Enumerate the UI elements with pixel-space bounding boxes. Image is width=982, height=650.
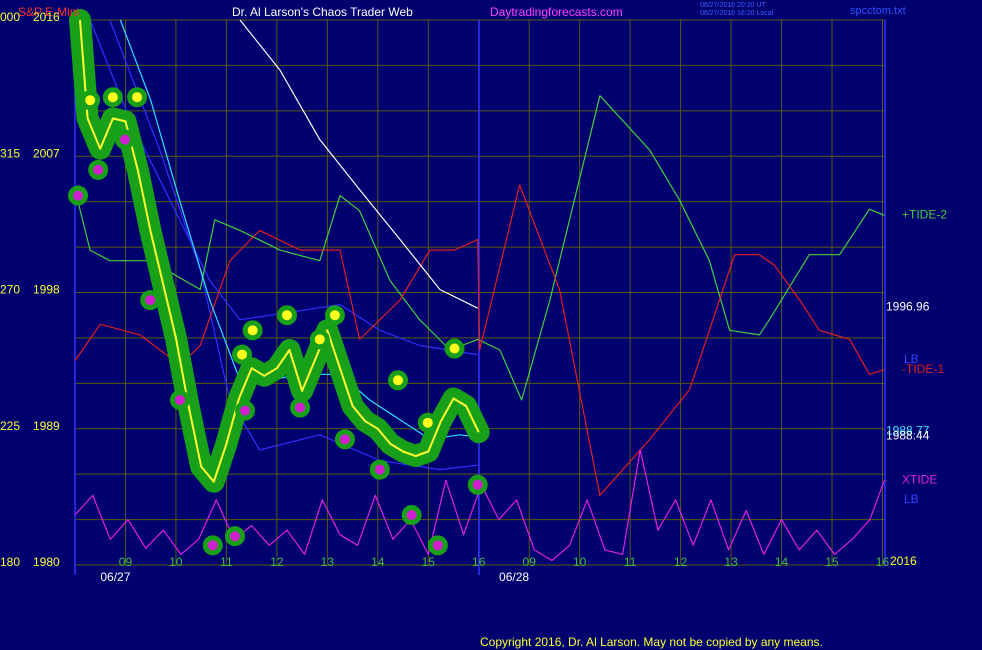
price-dot (290, 397, 311, 418)
price-dot (444, 338, 465, 359)
x-tick-label: 14 (371, 555, 385, 569)
date-label: 06/27 (100, 570, 130, 584)
x-tick-label: 13 (724, 555, 738, 569)
left-scale-label: 270 (0, 283, 20, 297)
price-dot (369, 459, 390, 480)
price-dot (235, 400, 256, 421)
x-tick-label: 09 (523, 555, 537, 569)
note: 2016 (890, 554, 917, 568)
price-dot (68, 185, 89, 206)
marks (68, 9, 886, 562)
series-line (109, 19, 478, 471)
timestamp: 06/27/2016 16:20 Local (700, 10, 774, 17)
left-scale-label: 180 (0, 555, 20, 569)
series-line (239, 19, 478, 309)
price-dot (309, 329, 330, 350)
x-tick-label: 15 (422, 555, 436, 569)
y-tick-label: 2007 (33, 146, 60, 160)
file-name: spcctom.txt (850, 5, 906, 17)
chart-title: Dr. Al Larson's Chaos Trader Web (232, 5, 413, 19)
series-line (79, 19, 480, 483)
x-tick-label: 09 (119, 555, 133, 569)
y-tick-label: 2016 (33, 10, 60, 24)
y-tick-label: 1980 (33, 555, 60, 569)
y-tick-label: 1989 (33, 419, 60, 433)
left-scale-label: 315 (0, 146, 20, 160)
left-scale-label: 225 (0, 419, 20, 433)
price-label: 1996.96 (886, 299, 930, 313)
left-scale-label: 000 (0, 10, 20, 24)
note: LB (904, 352, 919, 366)
x-tick-label: 13 (321, 555, 335, 569)
x-tick-label: 11 (624, 555, 637, 569)
series-line (89, 19, 478, 356)
timestamp: 06/27/2016 20:20 UT (700, 2, 766, 9)
price-dot (88, 159, 109, 180)
price-dot (102, 87, 123, 108)
grid (75, 19, 885, 566)
series-line (74, 184, 885, 496)
price-dot (276, 305, 297, 326)
price-dot (232, 344, 253, 365)
x-tick-label: 15 (825, 555, 839, 569)
price-dot (242, 320, 263, 341)
price-dot (467, 474, 488, 495)
price-dot (202, 535, 223, 556)
date-label: 06/28 (499, 570, 529, 584)
price-label: 1988.77 (886, 423, 930, 437)
x-tick-label: 12 (674, 555, 688, 569)
y-tick-label: 1998 (33, 283, 60, 297)
price-dot (127, 87, 148, 108)
price-dot (169, 389, 190, 410)
price-dot (114, 129, 135, 150)
price-dot (140, 290, 161, 311)
x-tick-label: 14 (775, 555, 789, 569)
copyright: Copyright 2016, Dr. Al Larson. May not b… (480, 635, 823, 649)
price-dot (387, 370, 408, 391)
price-dot (224, 526, 245, 547)
price-dot (335, 429, 355, 450)
x-tick-label: 16 (472, 555, 486, 569)
price-dot (417, 412, 438, 433)
x-tick-label: 12 (270, 555, 284, 569)
series-name: XTIDE (902, 472, 937, 486)
price-dot (427, 535, 448, 556)
x-tick-label: 10 (573, 555, 587, 569)
series-name: +TIDE-2 (902, 207, 947, 221)
instrument: S&P E-Mini (18, 5, 79, 19)
x-tick-label: 10 (169, 555, 183, 569)
series-line (74, 95, 885, 401)
price-dot (401, 505, 422, 526)
series-name: -TIDE-1 (902, 362, 944, 376)
price-dot (80, 90, 101, 111)
x-tick-label: 11 (220, 555, 233, 569)
price-dot (324, 305, 345, 326)
x-tick-label: 16 (876, 555, 890, 569)
site: Daytradingforecasts.com (490, 5, 623, 19)
price-label: 1988.44 (886, 428, 930, 442)
note: LB (904, 492, 919, 506)
